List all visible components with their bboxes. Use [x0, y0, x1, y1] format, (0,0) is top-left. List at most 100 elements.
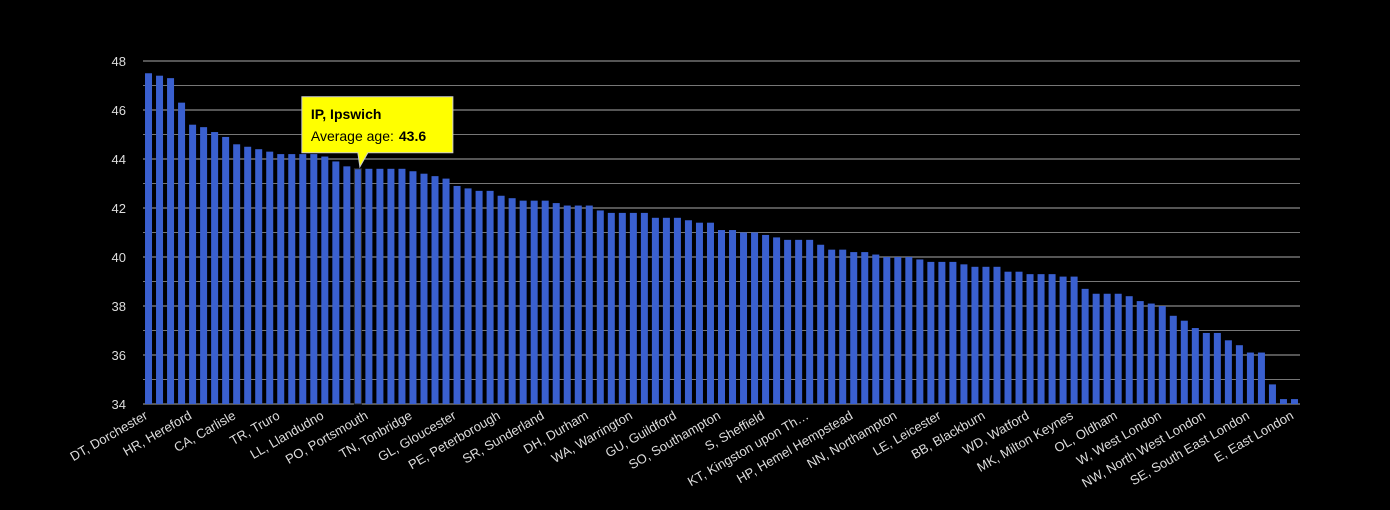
bar: [552, 203, 560, 404]
bar: [1059, 276, 1067, 404]
tooltip-label: Average age:: [311, 128, 394, 144]
bar: [299, 154, 307, 404]
bar: [960, 264, 968, 404]
bar: [1279, 399, 1287, 404]
bar: [431, 176, 439, 404]
bar: [795, 239, 803, 404]
bar: [1136, 301, 1144, 404]
bar: [365, 168, 373, 404]
bar: [1004, 271, 1012, 404]
bar: [1103, 293, 1111, 404]
bar: [1235, 345, 1243, 404]
bar: [233, 144, 241, 405]
bar: [453, 185, 461, 404]
y-tick-label: 34: [112, 397, 126, 412]
bar: [387, 168, 395, 404]
bar: [1114, 293, 1122, 404]
bar: [145, 73, 153, 404]
bar: [266, 151, 274, 404]
bar: [1169, 315, 1177, 404]
bar: [949, 261, 957, 404]
bar: [541, 200, 549, 404]
bar: [905, 257, 913, 404]
y-tick-label: 40: [112, 250, 126, 265]
y-tick-label: 38: [112, 299, 126, 314]
y-tick-label: 46: [112, 103, 126, 118]
bar: [1048, 274, 1056, 404]
bar: [629, 212, 637, 404]
bar: [497, 195, 505, 404]
bar: [971, 266, 979, 404]
bar: [255, 149, 263, 404]
bar: [211, 132, 219, 405]
bar: [1015, 271, 1023, 404]
y-tick-label: 36: [112, 348, 126, 363]
bar: [1257, 352, 1265, 404]
bar: [607, 212, 615, 404]
bar: [1026, 274, 1034, 404]
bar: [872, 254, 880, 404]
tooltip-title: IP, Ipswich: [311, 106, 382, 122]
bar: [376, 168, 384, 404]
bar: [850, 252, 858, 404]
bar: [662, 217, 670, 404]
y-tick-label: 44: [112, 152, 126, 167]
bar: [883, 257, 891, 404]
bar: [332, 161, 340, 404]
bar: [773, 237, 781, 404]
bar: [486, 190, 494, 404]
bar: [706, 222, 714, 404]
bar: [1290, 399, 1298, 404]
bar: [354, 168, 362, 404]
bar: [1147, 303, 1155, 404]
y-tick-label: 42: [112, 201, 126, 216]
bar: [1158, 306, 1166, 404]
bar: [310, 154, 318, 404]
bar: [420, 173, 428, 404]
bar: [563, 205, 571, 404]
bar: [684, 220, 692, 404]
bar: [695, 222, 703, 404]
bar: [530, 200, 538, 404]
bar: [277, 154, 285, 404]
bar: [740, 232, 748, 404]
bar: [244, 146, 252, 404]
bar: [343, 166, 351, 404]
bar: [1202, 332, 1210, 404]
bar: [762, 234, 770, 404]
bar: [784, 239, 792, 404]
bar: [464, 188, 472, 404]
bar: [167, 78, 175, 405]
bar: [1125, 296, 1133, 404]
bar: [861, 252, 869, 404]
bar: [916, 259, 924, 404]
bar: [1268, 384, 1276, 404]
bar: [409, 171, 417, 404]
bar: [1180, 320, 1188, 404]
bar: [751, 232, 759, 404]
bar: [398, 168, 406, 404]
bar: [585, 205, 593, 404]
bar: [817, 244, 825, 404]
bar: [288, 154, 296, 404]
bar: [618, 212, 626, 404]
bar: [1213, 332, 1221, 404]
bar: [1092, 293, 1100, 404]
bar: [574, 205, 582, 404]
bar: [640, 212, 648, 404]
bar: [651, 217, 659, 404]
bar: [200, 127, 208, 405]
bar: [1191, 328, 1199, 404]
bar: [222, 136, 230, 404]
bar: [982, 266, 990, 404]
bar: [806, 239, 814, 404]
tooltip-value: 43.6: [399, 128, 426, 144]
bar: [1070, 276, 1078, 404]
bar: [938, 261, 946, 404]
bar: [828, 249, 836, 404]
bar: [839, 249, 847, 404]
tooltip-line: Average age: 43.6: [311, 128, 426, 144]
bar: [1081, 288, 1089, 404]
bar: [519, 200, 527, 404]
